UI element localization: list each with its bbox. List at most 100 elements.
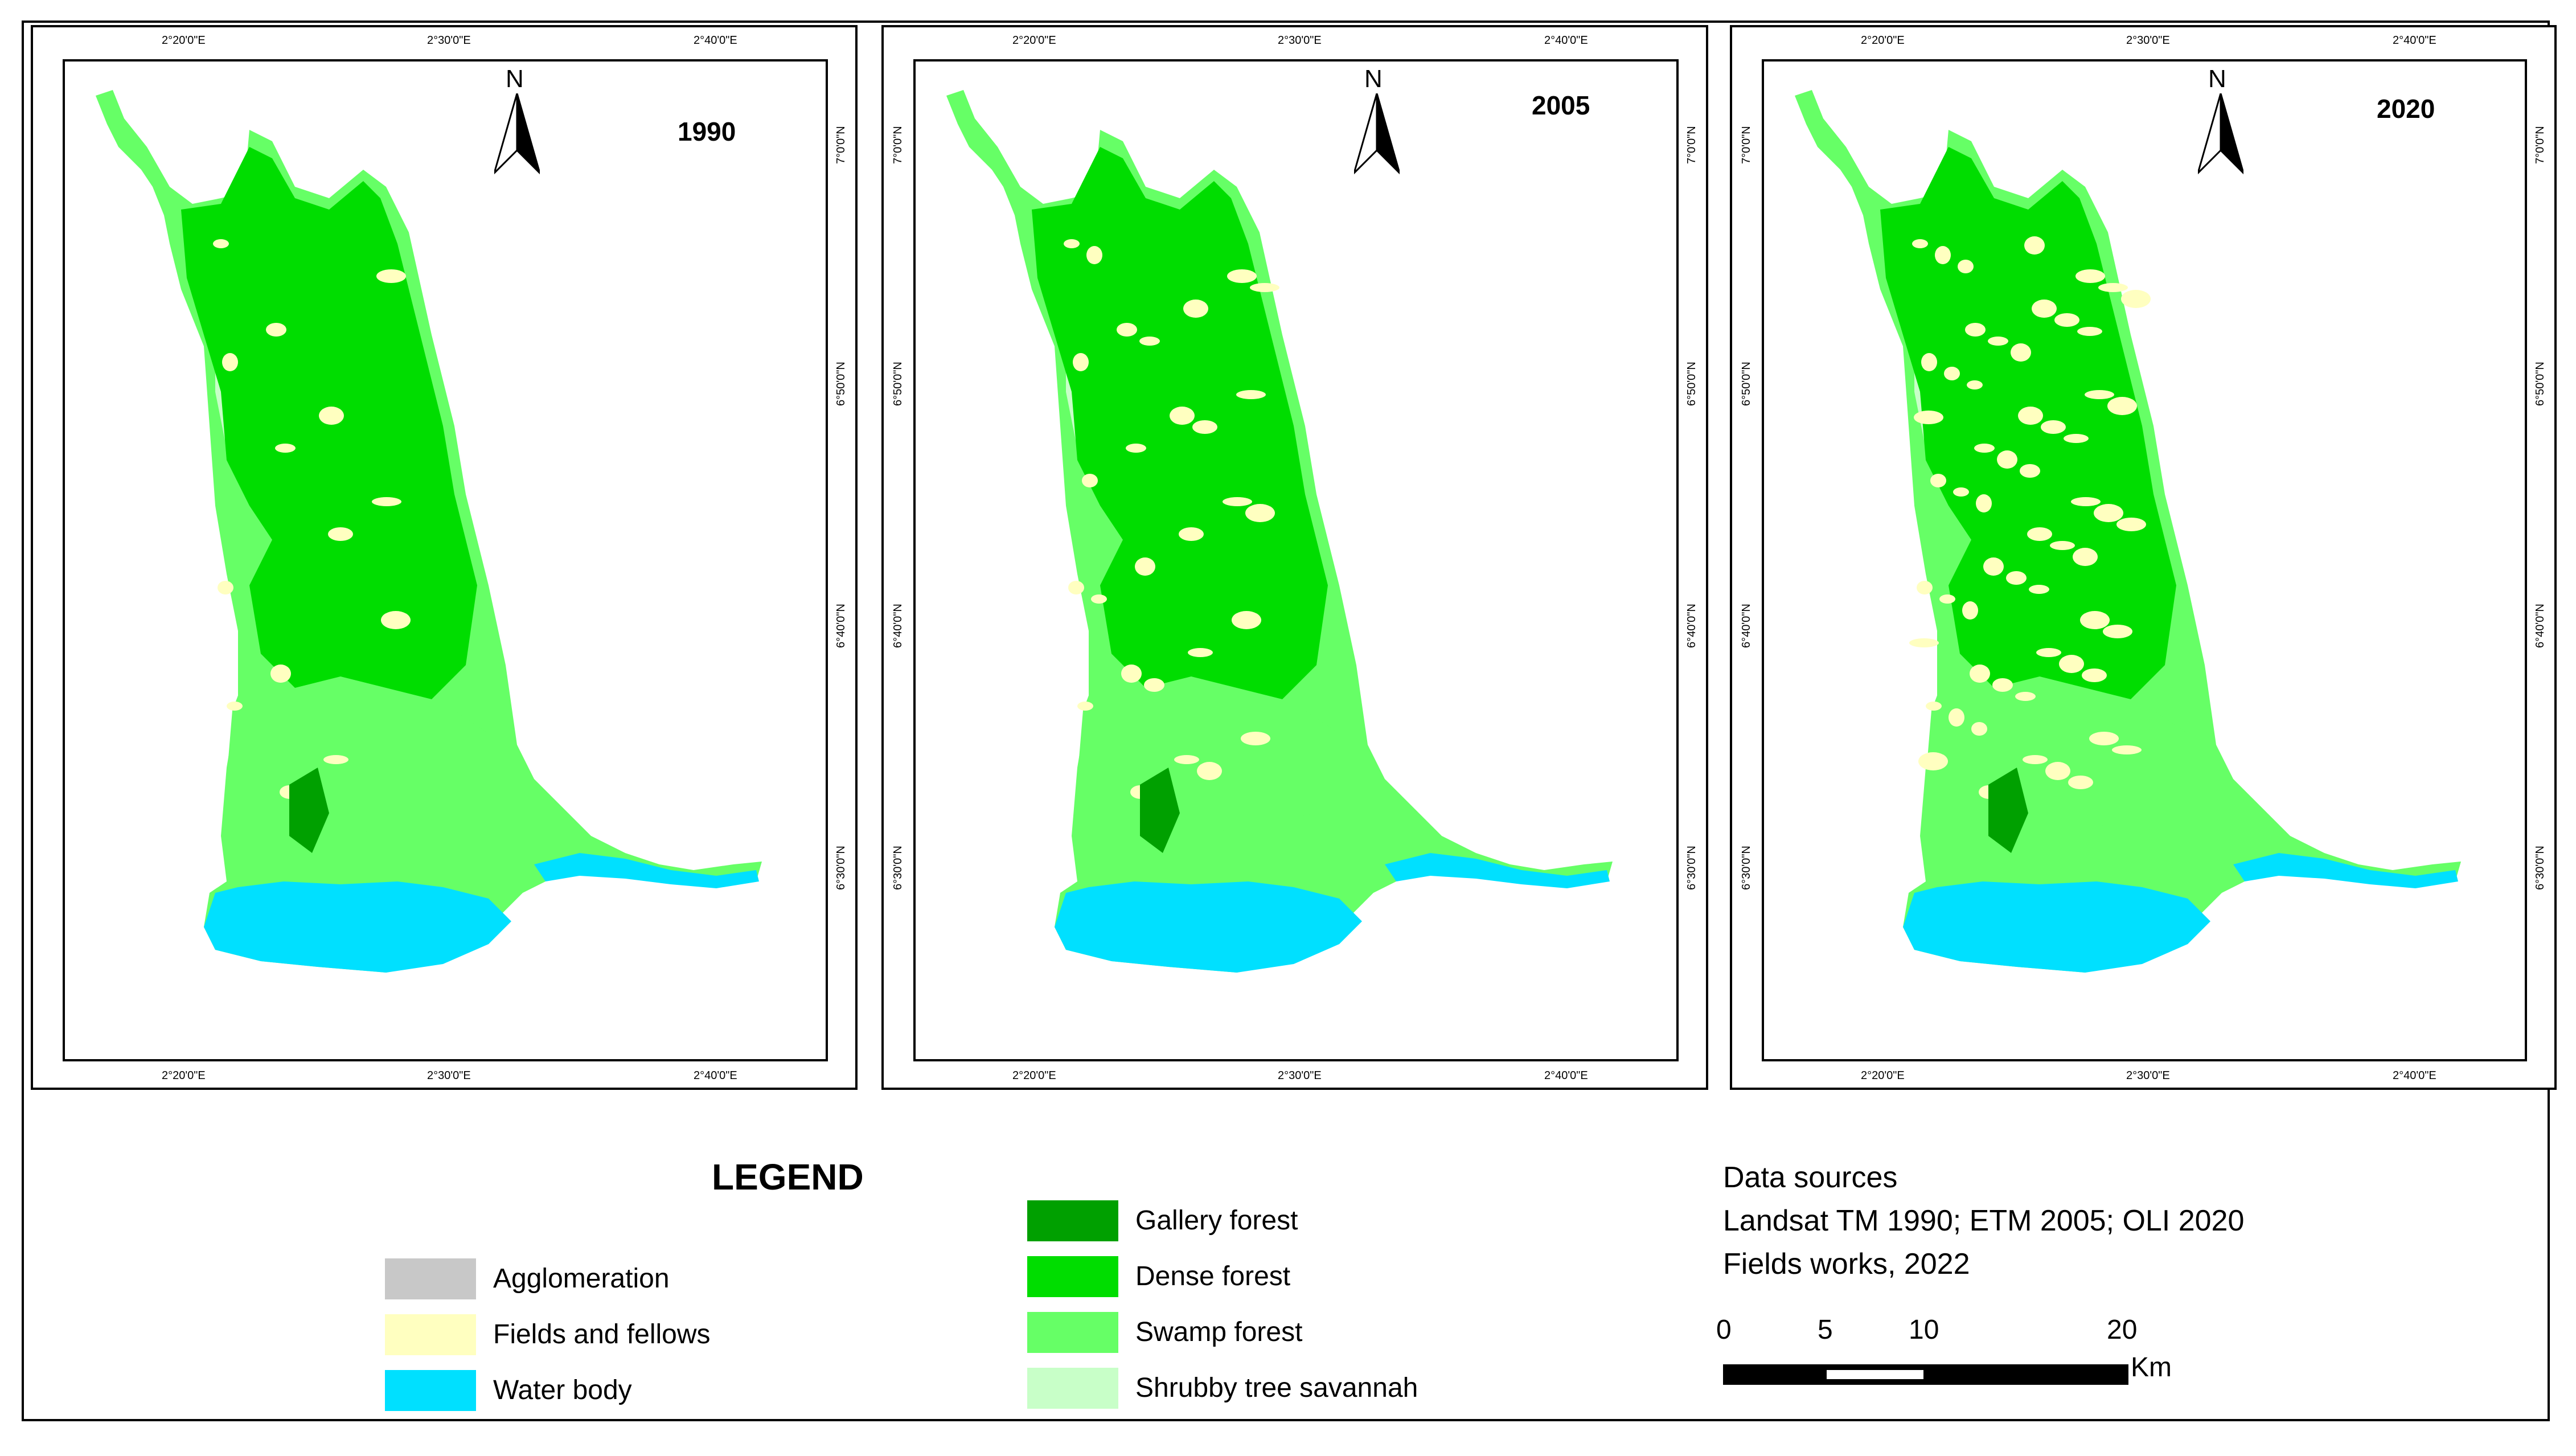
fields-patch: [1179, 527, 1204, 541]
lon-label-top: 2°20'0"E: [1012, 34, 1056, 47]
lat-label-right: 6°50'0"N: [1685, 362, 1698, 406]
land-cover-map: [946, 90, 1613, 973]
lat-label-right: 6°40'0"N: [1685, 604, 1698, 648]
lat-label-left: 6°40'0"N: [892, 604, 904, 648]
fields-patch: [1965, 323, 1986, 337]
fields-patch: [2036, 648, 2061, 657]
fields-patch: [1958, 260, 1974, 273]
legend-label: Fields and fellows: [493, 1319, 711, 1350]
lon-label-bottom: 2°40'0"E: [1544, 1069, 1588, 1082]
lon-label-top: 2°20'0"E: [162, 34, 206, 47]
fields-patch: [2029, 585, 2049, 594]
lat-label-right: 6°40'0"N: [835, 604, 847, 648]
fields-patch: [2107, 397, 2137, 415]
legend-label: Agglomeration: [493, 1264, 670, 1294]
legend-label: Water body: [493, 1375, 632, 1405]
legend-title: LEGEND: [712, 1156, 864, 1197]
fields-patch: [1953, 487, 1969, 497]
fields-patch: [1909, 638, 1939, 647]
fields-patch: [1183, 300, 1208, 318]
fields-patch: [1949, 708, 1964, 727]
fields-patch: [2112, 745, 2142, 754]
fields-patch: [1983, 557, 2004, 576]
fields-patch: [1188, 648, 1213, 657]
lon-label-top: 2°40'0"E: [694, 34, 737, 47]
fields-patch: [1064, 239, 1080, 248]
north-arrow-icon: [494, 93, 540, 175]
lat-label-left: 6°40'0"N: [1740, 604, 1753, 648]
lon-label-bottom: 2°40'0"E: [2393, 1069, 2436, 1082]
fields-patch: [2094, 504, 2123, 522]
legend-swatch: [1027, 1312, 1118, 1353]
lat-label-right: 7°0'0"N: [835, 126, 847, 164]
fields-patch: [1944, 367, 1960, 380]
fields-patch: [1126, 444, 1146, 453]
fields-patch: [1250, 283, 1279, 292]
fields-patch: [1926, 702, 1942, 711]
lat-label-left: 6°50'0"N: [1740, 362, 1753, 406]
fields-patch: [2050, 541, 2075, 550]
lat-label-left: 6°30'0"N: [1740, 846, 1753, 890]
scale-bar-graphic: [1723, 1364, 2128, 1385]
lon-label-bottom: 2°30'0"E: [2126, 1069, 2170, 1082]
fields-patch: [2020, 464, 2040, 478]
fields-patch: [1091, 594, 1107, 604]
fields-patch: [2077, 327, 2102, 336]
north-arrow-icon: [2198, 93, 2243, 175]
map-panel-1990: 1990 N 2°20'0"E 2°30'0"E 2°40'0"E 2°20'0…: [31, 25, 858, 1090]
gallery-forest-area: [1988, 768, 2028, 853]
fields-patch: [1962, 601, 1978, 620]
lon-label-bottom: 2°20'0"E: [162, 1069, 206, 1082]
fields-patch: [2011, 343, 2031, 362]
legend-label: Dense forest: [1135, 1261, 1291, 1291]
lon-label-bottom: 2°20'0"E: [1861, 1069, 1905, 1082]
fields-patch: [2041, 420, 2066, 434]
map-frame: [913, 59, 1679, 1061]
fields-patch: [1245, 504, 1275, 522]
fields-patch: [1921, 353, 1937, 371]
lon-label-top: 2°40'0"E: [1544, 34, 1588, 47]
fields-patch: [1232, 611, 1261, 629]
fields-patch: [1073, 353, 1089, 371]
fields-patch: [2023, 755, 2048, 764]
fields-patch: [1170, 407, 1195, 425]
lat-label-right: 6°50'0"N: [2534, 362, 2546, 406]
fields-patch: [1227, 269, 1257, 283]
lat-label-right: 6°30'0"N: [1685, 846, 1698, 890]
fields-patch: [2089, 732, 2119, 745]
lon-label-bottom: 2°20'0"E: [1012, 1069, 1056, 1082]
legend-swatch: [385, 1314, 476, 1355]
north-label: N: [506, 65, 524, 93]
gallery-forest-area: [1140, 768, 1180, 853]
fields-patch: [372, 497, 401, 506]
sources-line: Fields works, 2022: [1723, 1248, 1970, 1281]
fields-patch: [323, 755, 348, 764]
fields-patch: [1117, 323, 1137, 337]
fields-patch: [319, 407, 344, 425]
lon-label-bottom: 2°40'0"E: [694, 1069, 737, 1082]
scale-label: 5: [1818, 1315, 1833, 1345]
lake-area: [204, 881, 511, 973]
fields-patch: [1912, 239, 1928, 248]
fields-patch: [2032, 300, 2057, 318]
land-cover-map: [1795, 90, 2461, 973]
map-frame: [1762, 59, 2527, 1061]
fields-patch: [2054, 313, 2079, 327]
fields-patch: [1241, 732, 1270, 745]
scale-label: 20: [2107, 1315, 2138, 1345]
fields-patch: [381, 611, 411, 629]
fields-patch: [2027, 527, 2052, 541]
fields-patch: [1174, 755, 1199, 764]
fields-patch: [1082, 474, 1098, 487]
fields-patch: [1192, 420, 1217, 434]
legend-swatch: [1027, 1200, 1118, 1241]
lon-label-top: 2°40'0"E: [2393, 34, 2436, 47]
fields-patch: [2015, 692, 2036, 701]
fields-patch: [1967, 380, 1983, 389]
fields-patch: [1068, 581, 1084, 594]
fields-patch: [1223, 497, 1252, 506]
map-year: 2005: [1532, 91, 1590, 120]
fields-patch: [2018, 407, 2043, 425]
north-arrow-icon: [1354, 93, 1400, 175]
channel-area: [2233, 853, 2458, 888]
